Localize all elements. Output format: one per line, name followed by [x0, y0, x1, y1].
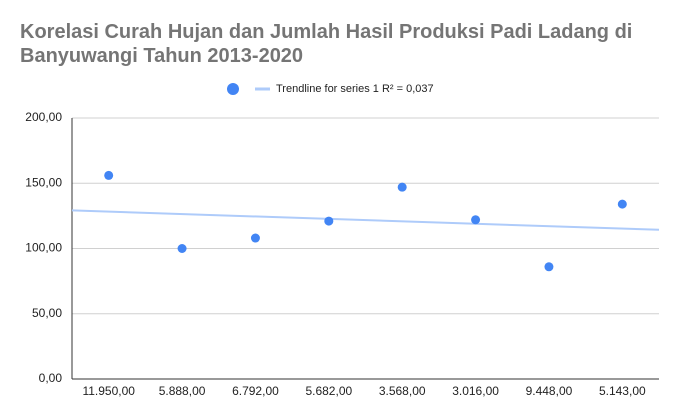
x-tick-label: 11.950,00: [82, 384, 135, 398]
point: [471, 215, 481, 225]
x-tick-label: 6.792,00: [232, 384, 279, 398]
point: [617, 199, 627, 209]
x-tick-label: 5.143,00: [599, 384, 646, 398]
x-tick-label: 3.016,00: [452, 384, 499, 398]
y-tick-label: 150,00: [25, 175, 62, 189]
trendline: [71, 209, 660, 231]
point: [177, 244, 187, 253]
point: [104, 170, 114, 180]
point: [397, 182, 407, 192]
legend-marker: [227, 83, 239, 95]
x-tick-label: 9.448,00: [526, 384, 573, 398]
legend-label: Trendline for series 1 R² = 0,037: [276, 83, 434, 95]
x-tick-label: 3.568,00: [379, 384, 426, 398]
x-tick-label: 5.888,00: [159, 384, 206, 398]
point: [250, 233, 260, 243]
x-tick-label: 5.682,00: [305, 384, 352, 398]
chart-title: Korelasi Curah Hujan dan Jumlah Hasil Pr…: [20, 21, 633, 67]
y-tick-label: 100,00: [25, 241, 62, 255]
y-tick-label: 200,00: [25, 110, 62, 124]
point: [324, 216, 334, 226]
point: [544, 262, 554, 272]
y-tick-label: 0,00: [39, 371, 63, 385]
y-tick-label: 50,00: [32, 306, 62, 320]
